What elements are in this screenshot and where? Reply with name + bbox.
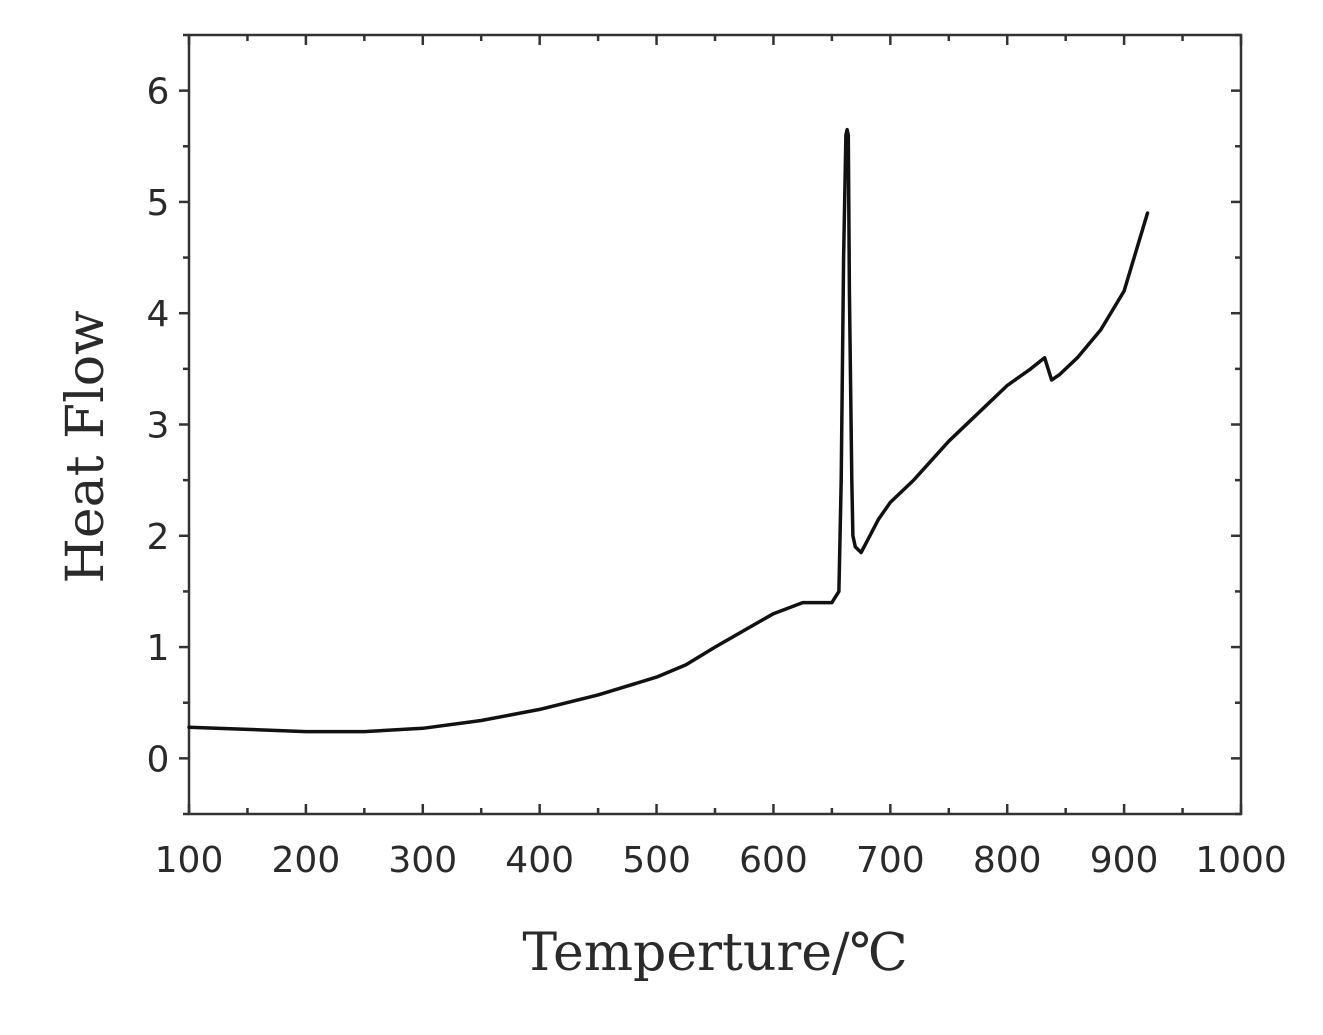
y-tick-label: 4 bbox=[147, 294, 170, 335]
x-tick-label: 1000 bbox=[1195, 840, 1287, 881]
y-axis-title: Heat Flow bbox=[56, 310, 116, 583]
series-layer bbox=[187, 127, 1150, 734]
x-tick-label: 900 bbox=[1090, 840, 1159, 881]
x-tick-label: 700 bbox=[856, 840, 925, 881]
y-tick-label: 1 bbox=[147, 628, 170, 669]
y-tick-label: 0 bbox=[147, 739, 170, 780]
tick-labels-layer: 100 200 300 400 500 600 700 800 900 1000 0 1 2 3 4 5 6 bbox=[147, 72, 1287, 881]
heat-flow-series-line bbox=[187, 127, 1150, 734]
y-tick-label: 5 bbox=[147, 183, 170, 224]
x-tick-label: 600 bbox=[739, 840, 808, 881]
x-tick-label: 500 bbox=[622, 840, 691, 881]
x-tick-label: 200 bbox=[272, 840, 341, 881]
x-tick-label: 100 bbox=[155, 840, 224, 881]
y-tick-label: 3 bbox=[147, 406, 170, 447]
y-tick-label: 6 bbox=[147, 72, 170, 113]
x-axis-title: Temperture/℃ bbox=[522, 923, 907, 983]
plot-frame bbox=[187, 33, 1243, 816]
y-tick-label: 2 bbox=[147, 517, 170, 558]
ticks-layer bbox=[179, 33, 1243, 816]
x-tick-label: 300 bbox=[388, 840, 457, 881]
x-tick-label: 800 bbox=[973, 840, 1042, 881]
x-tick-label: 400 bbox=[505, 840, 574, 881]
